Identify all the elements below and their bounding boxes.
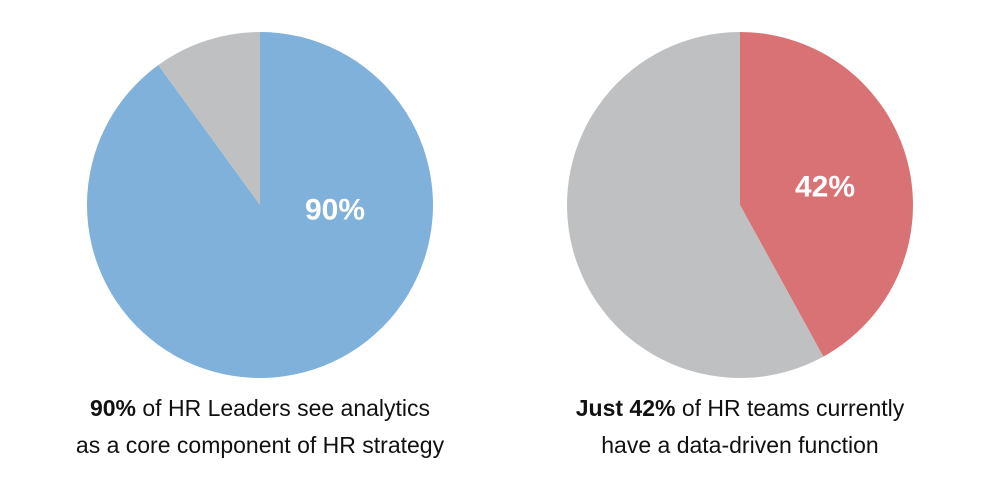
caption-line-2: as a core component of HR strategy bbox=[75, 432, 445, 458]
pie-caption: Just 42% of HR teams currently have a da… bbox=[480, 390, 1000, 464]
caption-line-1-rest: of HR teams currently bbox=[675, 395, 905, 421]
caption-line-2: have a data-driven function bbox=[601, 432, 879, 458]
pie-slice-remainder bbox=[158, 31, 260, 205]
caption-line-1: 90% of HR Leaders see analytics bbox=[0, 390, 520, 427]
pie-chart-hr-teams: 42% Just 42% of HR teams currently have … bbox=[480, 0, 980, 500]
caption-line-1-rest: of HR Leaders see analytics bbox=[136, 395, 431, 421]
caption-bold: Just 42% bbox=[575, 395, 676, 421]
pie-slice-highlight bbox=[740, 32, 913, 357]
pie-slice-highlight bbox=[86, 32, 433, 378]
pie-slice-remainder bbox=[566, 32, 824, 379]
caption-bold: 90% bbox=[89, 395, 136, 421]
pie-chart-hr-leaders: 90% 90% of HR Leaders see analytics as a… bbox=[76, 31, 444, 458]
pie-chart-svg: 90% bbox=[86, 31, 433, 378]
pie-chart-svg: 42% bbox=[566, 32, 913, 379]
pie-percent-label: 42% bbox=[795, 171, 855, 204]
caption-line-1: Just 42% of HR teams currently bbox=[480, 390, 1000, 427]
pie-percent-label: 90% bbox=[305, 194, 365, 227]
pie-caption: 90% of HR Leaders see analytics as a cor… bbox=[0, 390, 520, 464]
